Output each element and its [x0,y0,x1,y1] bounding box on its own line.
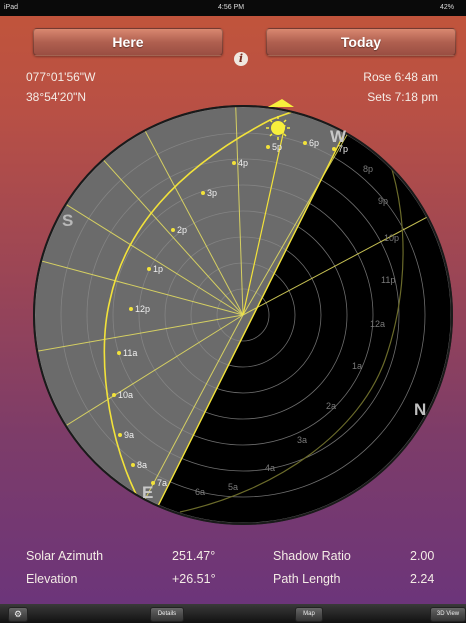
compass-north: N [414,400,426,419]
path-length-value: 2.24 [410,572,435,586]
azimuth-value: 251.47° [172,549,216,563]
hour-dot [112,393,116,397]
hour-dot [131,463,135,467]
compass-east: E [142,483,153,502]
details-button[interactable]: Details [150,607,184,622]
clock: 4:56 PM [218,4,245,11]
hour-label-7p: 7p [338,144,348,154]
hour-dot [232,161,236,165]
sun-ray-line [242,124,286,316]
hour-dot [266,145,270,149]
device-label: iPad [4,4,19,11]
night-hour-label-10p: 10p [384,233,399,243]
azimuth-label: Solar Azimuth [26,549,104,563]
hour-label-9a: 9a [124,430,134,440]
night-hour-label-11p: 11p [381,275,395,285]
date-button[interactable]: Today [266,28,456,56]
battery-label: 42% [440,4,455,11]
view-3d-button[interactable]: 3D View [430,607,466,622]
gear-icon[interactable]: ⚙ [8,607,28,622]
night-hour-label-1a: 1a [352,361,362,371]
elevation-label: Elevation [26,572,78,586]
sun-icon [266,116,290,140]
shadow-ratio-label: Shadow Ratio [273,549,351,563]
hour-label-5p: 5p [272,142,282,152]
night-hour-label-8p: 8p [363,164,373,174]
night-hour-label-9p: 9p [378,196,388,206]
sunset-readout: Sets 7:18 pm [367,90,438,104]
hour-label-3p: 3p [207,188,217,198]
status-bar: iPad 4:56 PM 42% [0,0,466,16]
hour-dot [129,307,133,311]
hour-label-11a: 11a [123,348,137,358]
hour-dot [171,228,175,232]
hour-label-2p: 2p [177,225,187,235]
hour-dot [151,481,155,485]
hour-dot [118,433,122,437]
latitude-readout: 38°54'20"N [26,90,87,104]
hour-label-6p: 6p [309,138,319,148]
night-hour-label-12a: 12a [370,319,385,329]
night-hour-label-3a: 3a [297,435,307,445]
hour-dot [332,147,336,151]
night-hour-label-4a: 4a [265,463,275,473]
hour-label-12p: 12p [135,304,150,314]
night-hour-label-5a: 5a [228,482,238,492]
map-button[interactable]: Map [295,607,323,622]
hour-dot [201,191,205,195]
compass-south: S [62,211,73,230]
bottom-toolbar: ⚙ Details Map 3D View [0,604,466,623]
night-hour-label-6a: 6a [195,487,205,497]
hour-label-4p: 4p [238,158,248,168]
path-length-label: Path Length [273,572,341,586]
info-icon[interactable]: i [234,52,248,66]
compass-west: W [330,127,347,146]
hour-dot [117,351,121,355]
hour-label-8a: 8a [137,460,147,470]
horizon-line [151,107,358,519]
hour-label-1p: 1p [153,264,163,274]
night-hour-label-2a: 2a [326,401,336,411]
azimuth-marker[interactable] [268,99,294,107]
sunrise-readout: Rose 6:48 am [363,70,438,84]
longitude-readout: 077°01'56"W [26,70,96,84]
hour-label-10a: 10a [118,390,133,400]
hour-dot [303,141,307,145]
location-button[interactable]: Here [33,28,223,56]
elevation-value: +26.51° [172,572,216,586]
hour-dot [147,267,151,271]
shadow-ratio-value: 2.00 [410,549,435,563]
hour-label-7a: 7a [157,478,167,488]
